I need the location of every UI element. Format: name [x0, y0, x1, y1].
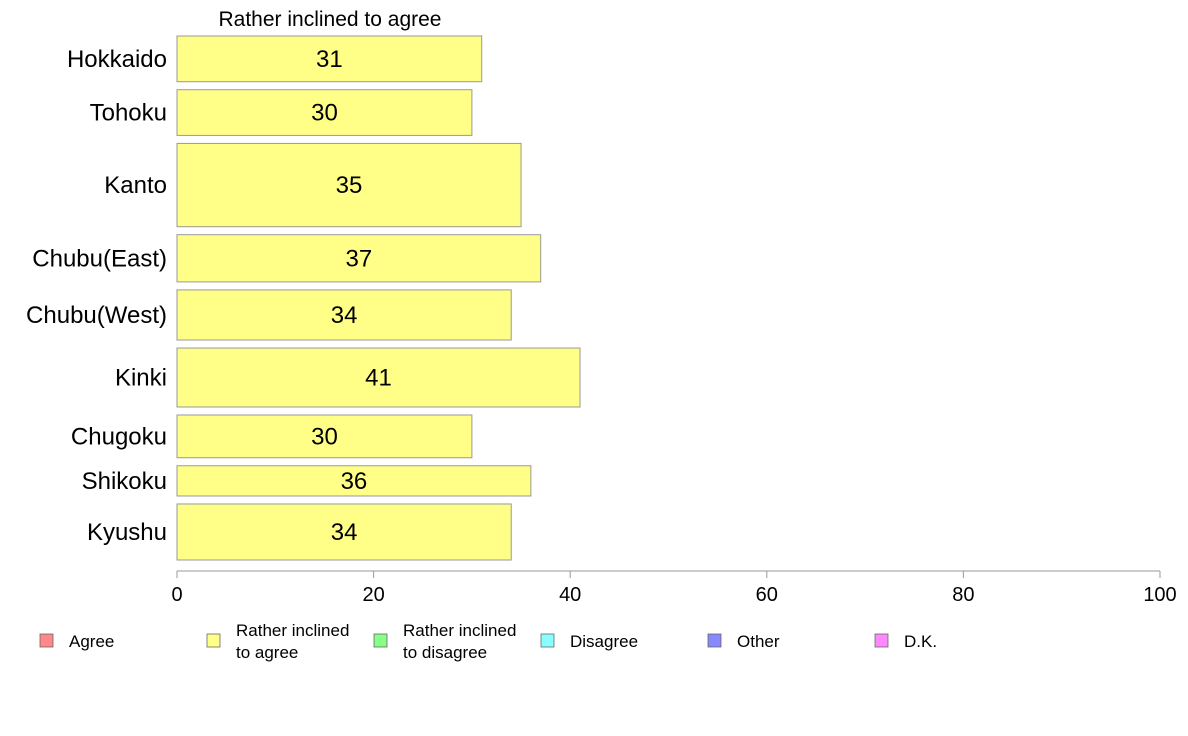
x-tick-label: 40: [559, 584, 581, 606]
category-label: Hokkaido: [67, 46, 167, 73]
x-tick-label: 80: [952, 584, 974, 606]
x-tick-label: 100: [1143, 584, 1176, 606]
bars-layer: Hokkaido 31 Tohoku 30 Kanto 35 Chubu(East) 37 Ch…: [26, 35, 581, 561]
legend-label: D.K.: [904, 632, 937, 651]
legend-label: Rather inclined to disagree: [403, 621, 516, 662]
x-tick-label: 60: [756, 584, 778, 606]
bar-chugoku: [176, 414, 473, 459]
bar-chubu-east: [176, 234, 542, 283]
data-label: 34: [331, 302, 358, 329]
data-label: 31: [316, 46, 343, 73]
category-label: Chubu(East): [32, 245, 167, 272]
legend-label: Disagree: [570, 632, 638, 651]
legend-swatch: [874, 633, 889, 648]
data-label: 37: [346, 245, 373, 272]
legend-swatch: [540, 633, 555, 648]
legend-label: Other: [737, 632, 780, 651]
x-tick-label: 20: [362, 584, 384, 606]
x-tick-label: 0: [171, 584, 182, 606]
legend-label: Rather inclined to agree: [236, 621, 349, 662]
x-axis: 0 20 40 60 80 100: [171, 570, 1177, 606]
bar-kinki: [176, 347, 581, 408]
bar-chubu-west: [176, 289, 512, 341]
bar-kyushu: [176, 503, 512, 561]
category-label: Chugoku: [71, 423, 167, 450]
data-label: 34: [331, 519, 358, 546]
category-label: Tohoku: [90, 100, 167, 127]
legend-label: Agree: [69, 632, 114, 651]
bar-tohoku: [176, 89, 473, 136]
legend: Agree Rather inclined to agree Rather incli…: [39, 621, 937, 662]
data-label: 35: [336, 172, 363, 199]
data-label: 36: [341, 468, 368, 495]
bar-hokkaido: [176, 35, 483, 83]
data-label: 41: [365, 365, 392, 392]
category-label: Chubu(West): [26, 302, 167, 329]
category-label: Kinki: [115, 365, 167, 392]
series-title: Rather inclined to agree: [219, 8, 442, 31]
category-label: Shikoku: [82, 468, 167, 495]
legend-swatch: [39, 633, 54, 648]
data-label: 30: [311, 100, 338, 127]
bar-kanto: [176, 142, 522, 228]
category-label: Kanto: [104, 172, 167, 199]
legend-swatch: [373, 633, 388, 648]
category-label: Kyushu: [87, 519, 167, 546]
legend-swatch: [707, 633, 722, 648]
data-label: 30: [311, 423, 338, 450]
legend-swatch: [206, 633, 221, 648]
bar-shikoku: [176, 465, 532, 497]
